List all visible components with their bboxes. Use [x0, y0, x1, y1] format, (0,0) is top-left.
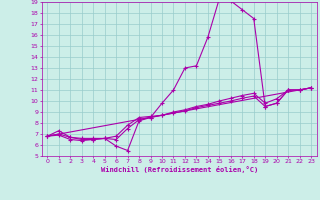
X-axis label: Windchill (Refroidissement éolien,°C): Windchill (Refroidissement éolien,°C) — [100, 166, 258, 173]
